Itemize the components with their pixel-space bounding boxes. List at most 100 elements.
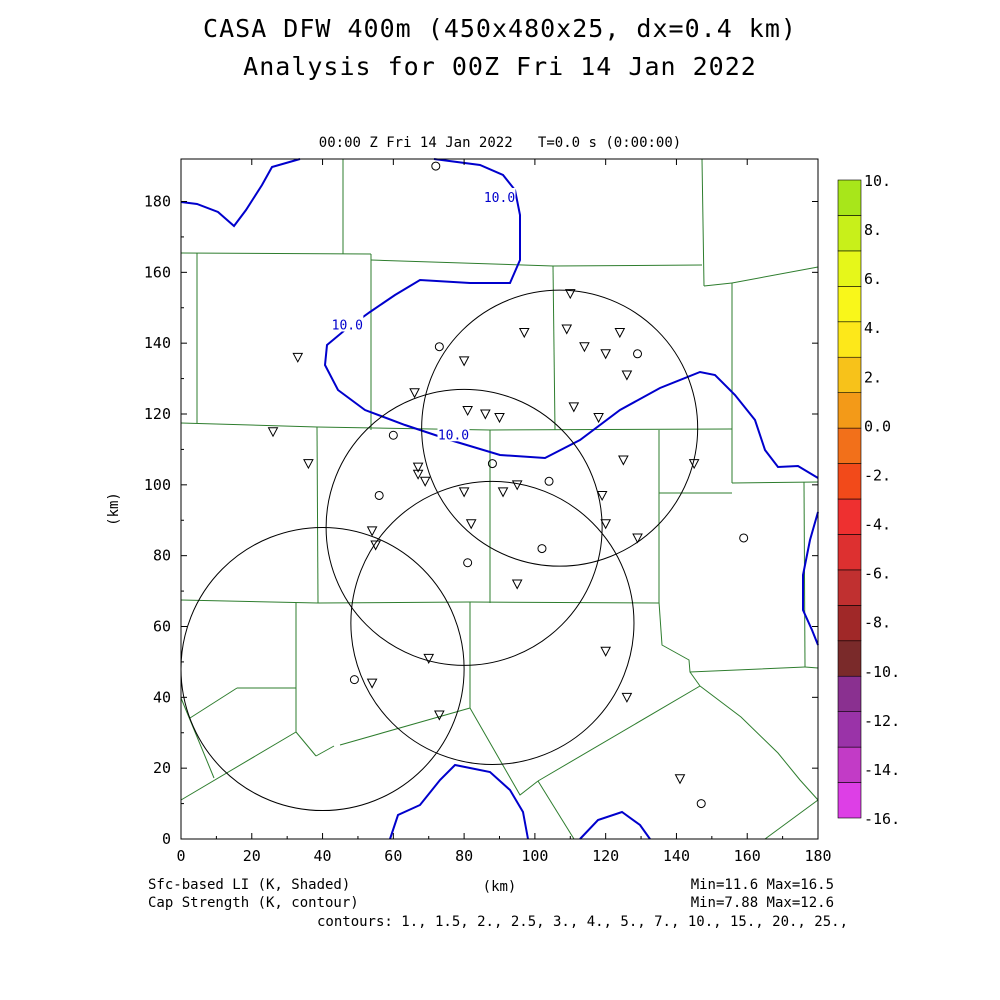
contour-line xyxy=(323,158,819,479)
stations xyxy=(267,161,749,809)
county-line xyxy=(803,481,806,668)
colorbar-label: -14. xyxy=(864,761,900,779)
colorbar-label: 0.0 xyxy=(864,417,891,435)
station-circle xyxy=(463,558,473,568)
y-tick-label: 80 xyxy=(153,547,171,565)
y-tick-label: 60 xyxy=(153,618,171,636)
shaded-field-label: Sfc-based LI (K, Shaded) xyxy=(148,877,351,893)
y-tick-label: 140 xyxy=(144,334,171,352)
station-triangle xyxy=(412,469,424,480)
x-tick-label: 100 xyxy=(521,847,548,865)
plot-frame xyxy=(180,158,819,840)
colorbar-label: -16. xyxy=(864,810,900,828)
y-tick-label: 120 xyxy=(144,405,171,423)
station-triangle xyxy=(497,487,509,498)
x-tick-label: 160 xyxy=(734,847,761,865)
colorbar-bin xyxy=(837,675,862,712)
contour-minmax: Min=7.88 Max=12.6 xyxy=(690,895,834,911)
station-circle xyxy=(544,476,554,486)
contour-label-bg xyxy=(437,425,470,442)
station-triangle xyxy=(568,402,580,413)
county-line xyxy=(189,687,238,719)
station-triangle xyxy=(412,462,424,473)
station-triangle xyxy=(593,413,604,424)
y-tick-label: 40 xyxy=(153,688,171,706)
colorbar-bin xyxy=(837,711,862,748)
county-line xyxy=(315,745,335,757)
station-triangle xyxy=(267,427,279,438)
x-tick-label: 20 xyxy=(243,847,261,865)
station-circle xyxy=(374,490,384,500)
valid-time-label: 00:00 Z Fri 14 Jan 2022 T=0.0 s (0:00:00… xyxy=(318,135,682,151)
county-line xyxy=(731,266,819,284)
county-line xyxy=(469,601,660,604)
colorbar-label: 4. xyxy=(864,319,882,337)
colorbar-label: -10. xyxy=(864,663,900,681)
contour-field-label: Cap Strength (K, contour) xyxy=(148,895,359,911)
station-triangle xyxy=(458,487,470,498)
colorbar-bin xyxy=(837,427,862,464)
colorbar-label: -4. xyxy=(864,516,891,534)
station-triangle xyxy=(458,356,470,367)
y-tick-label: 20 xyxy=(153,759,171,777)
x-tick-label: 0 xyxy=(176,847,185,865)
county-line xyxy=(703,282,733,287)
chart-subtitle: Analysis for 00Z Fri 14 Jan 2022 xyxy=(243,52,757,81)
y-tick-label: 160 xyxy=(144,263,171,281)
county-line xyxy=(339,707,471,746)
station-triangle xyxy=(579,342,590,353)
county-line xyxy=(316,426,319,604)
colorbar-bin xyxy=(837,463,862,500)
county-line xyxy=(180,697,215,779)
contour-levels: contours: 1., 1.5, 2., 2.5, 3., 4., 5., … xyxy=(316,914,848,930)
x-axis-label: (km) xyxy=(483,879,517,895)
station-triangle xyxy=(409,388,420,399)
colorbar-bin xyxy=(837,286,862,323)
station-circle xyxy=(431,161,441,171)
station-triangle xyxy=(600,646,611,657)
station-circle xyxy=(388,430,398,440)
colorbar-label: 6. xyxy=(864,270,882,288)
county-line xyxy=(180,599,319,604)
station-triangle xyxy=(370,540,381,551)
station-triangle xyxy=(621,370,633,381)
colorbar-bin xyxy=(837,179,862,216)
colorbar-label: 2. xyxy=(864,368,882,386)
station-triangle xyxy=(494,413,505,424)
station-triangle xyxy=(614,328,626,339)
station-triangle xyxy=(465,519,477,530)
colorbar-bin xyxy=(837,356,862,393)
station-triangle xyxy=(621,692,633,703)
cap-strength-contours xyxy=(180,158,819,840)
county-line xyxy=(295,731,317,757)
station-triangle xyxy=(480,409,491,420)
station-triangle xyxy=(564,289,576,300)
station-triangle xyxy=(518,328,530,339)
station-circle xyxy=(434,342,444,352)
y-tick-label: 100 xyxy=(144,476,171,494)
colorbar-label: -8. xyxy=(864,614,891,632)
county-line xyxy=(537,780,575,840)
colorbar-label: 8. xyxy=(864,221,882,239)
county-line xyxy=(537,685,701,782)
station-triangle xyxy=(600,349,611,360)
station-triangle xyxy=(303,459,314,470)
county-line xyxy=(552,264,703,267)
county-line xyxy=(180,731,297,801)
chart-title: CASA DFW 400m (450x480x25, dx=0.4 km) xyxy=(203,14,797,43)
contour-label: 10.0 xyxy=(438,428,469,443)
contour-label-bg xyxy=(483,187,516,204)
county-line xyxy=(689,671,701,687)
x-tick-label: 60 xyxy=(384,847,402,865)
county-line xyxy=(731,481,819,484)
colorbar-bin xyxy=(837,215,862,252)
x-tick-label: 80 xyxy=(455,847,473,865)
y-axis-label: (km) xyxy=(106,492,122,526)
station-triangle xyxy=(688,459,700,470)
station-triangle xyxy=(561,324,573,335)
x-tick-label: 40 xyxy=(314,847,332,865)
station-triangle xyxy=(600,519,611,530)
station-triangle xyxy=(434,710,445,721)
contour-line xyxy=(579,810,651,840)
